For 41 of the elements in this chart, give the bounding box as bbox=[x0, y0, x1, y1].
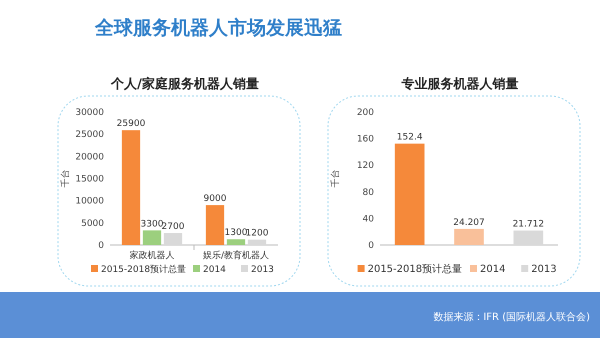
data-label: 1200 bbox=[246, 228, 269, 239]
chart-title: 专业服务机器人销量 bbox=[400, 76, 518, 92]
data-label: 21.712 bbox=[512, 220, 544, 230]
legend-label: 2014 bbox=[480, 264, 506, 275]
bar bbox=[142, 230, 162, 245]
chart-title: 个人/家庭服务机器人销量 bbox=[110, 76, 259, 92]
data-label: 24.207 bbox=[453, 218, 485, 228]
y-tick-label: 120 bbox=[356, 161, 374, 172]
bar bbox=[206, 205, 224, 245]
y-tick-label: 20000 bbox=[75, 152, 104, 162]
data-label: 152.4 bbox=[396, 132, 423, 143]
y-axis-title: 千台 bbox=[330, 170, 341, 188]
y-tick-label: 160 bbox=[356, 134, 374, 145]
y-tick-label: 15000 bbox=[75, 174, 104, 184]
y-tick-label: 80 bbox=[362, 188, 374, 198]
y-tick-label: 25000 bbox=[75, 130, 104, 140]
data-label: 1300 bbox=[224, 228, 248, 238]
bar bbox=[226, 239, 246, 245]
x-tick-label: 娱乐/教育机器人 bbox=[202, 250, 270, 261]
y-tick-label: 0 bbox=[98, 241, 104, 251]
data-label: 9000 bbox=[204, 194, 227, 204]
legend-label: 2014 bbox=[203, 265, 226, 275]
legend-label: 2015-2018预计总量 bbox=[368, 263, 462, 275]
bar bbox=[248, 240, 266, 245]
y-tick-label: 10000 bbox=[75, 196, 104, 207]
y-tick-label: 40 bbox=[362, 214, 374, 224]
bar bbox=[164, 233, 182, 245]
y-tick-label: 0 bbox=[368, 241, 374, 251]
y-tick-label: 5000 bbox=[81, 218, 104, 229]
data-label: 2700 bbox=[162, 222, 185, 232]
legend-label: 2013 bbox=[251, 265, 274, 275]
legend-label: 2013 bbox=[531, 264, 557, 275]
data-label: 25900 bbox=[116, 119, 146, 130]
x-tick-label: 家政机器人 bbox=[130, 250, 174, 261]
text: 全球服务机器人市场发展迅猛 bbox=[94, 17, 342, 39]
y-axis-title: 千台 bbox=[60, 170, 71, 188]
y-tick-label: 200 bbox=[356, 108, 374, 118]
bar bbox=[122, 130, 140, 245]
source-note: 数据来源：IFR (国际机器人联合会) bbox=[433, 311, 590, 323]
legend-label: 2015-2018预计总量 bbox=[101, 264, 186, 275]
y-tick-label: 30000 bbox=[75, 108, 104, 118]
